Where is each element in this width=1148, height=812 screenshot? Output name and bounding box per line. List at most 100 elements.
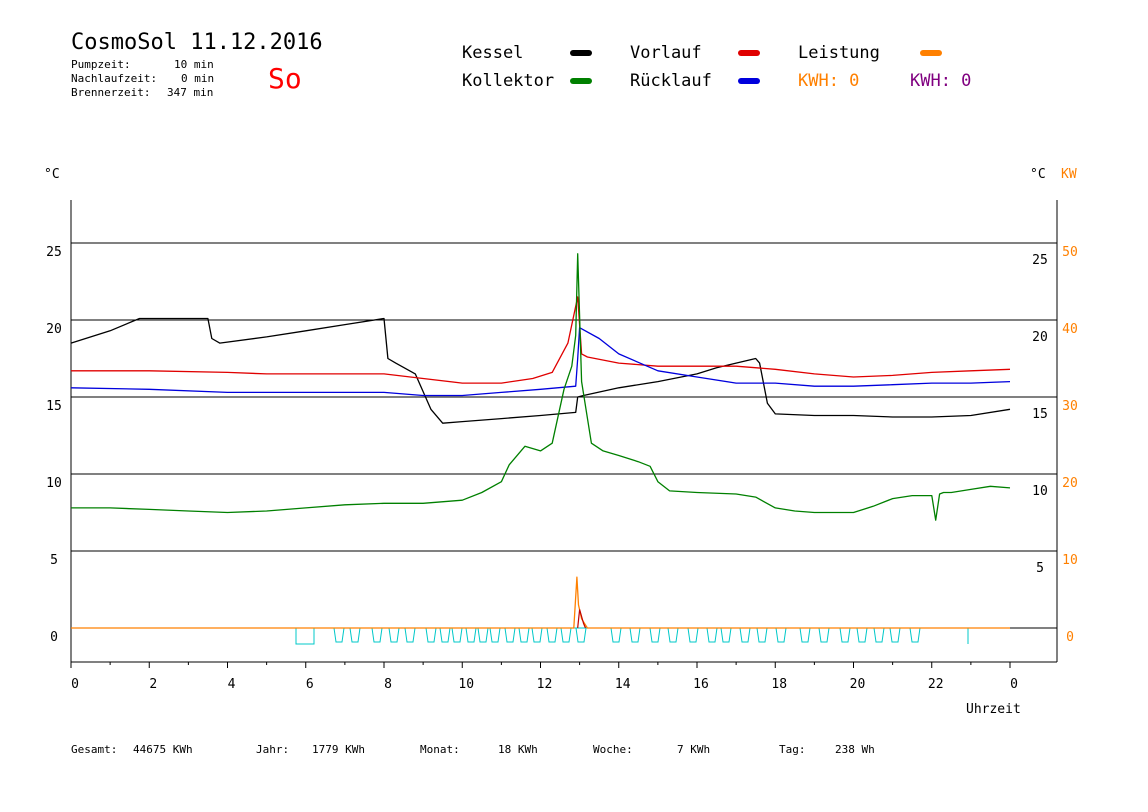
pump-pulse — [477, 627, 489, 643]
legend-kessel-swatch — [570, 50, 592, 56]
series-vorlauf — [71, 296, 1011, 384]
brennerzeit-value: 347 min — [167, 86, 214, 99]
pump-pulse — [465, 627, 477, 643]
x-tick-label: 12 — [537, 677, 553, 692]
left-axis-unit: °C — [44, 167, 60, 182]
y-kw-tick-label: 40 — [1062, 322, 1078, 337]
series-brenner-peak — [577, 609, 587, 629]
y-left-tick-label: 20 — [46, 322, 62, 337]
pump-pulse — [349, 627, 361, 643]
x-tick-label: 6 — [306, 677, 314, 692]
pump-pulse — [649, 627, 661, 643]
x-tick-label: 18 — [771, 677, 787, 692]
pump-pulse — [333, 627, 345, 643]
series-ruecklauf — [70, 327, 1011, 397]
pump-pulse — [775, 627, 787, 643]
y-right-tick-label: 15 — [1032, 407, 1048, 422]
y-right-tick-label: 10 — [1032, 484, 1048, 499]
pump-pulse — [518, 627, 530, 643]
y-kw-tick-label: 0 — [1066, 630, 1074, 645]
legend-kwh-orange: KWH: 0 — [798, 71, 860, 91]
pump-pulse — [818, 627, 830, 643]
pump-pulse — [531, 627, 543, 643]
x-tick-label: 22 — [928, 677, 944, 692]
series-kessel — [70, 317, 1011, 424]
pump-pulse — [706, 627, 718, 643]
y-left-tick-label: 15 — [46, 399, 62, 414]
footer-gesamt-label: Gesamt: — [71, 743, 118, 756]
footer-jahr-label: Jahr: — [256, 743, 290, 756]
pumpzeit-value: 10 min — [174, 58, 214, 71]
legend-ruecklauf: Rücklauf — [630, 71, 712, 91]
brennerzeit-label: Brennerzeit: — [71, 86, 151, 99]
legend-vorlauf: Vorlauf — [630, 43, 702, 63]
chart-title: CosmoSol 11.12.2016 — [71, 30, 323, 55]
footer-gesamt-value: 44675 KWh — [133, 743, 193, 756]
x-tick-label: 4 — [228, 677, 236, 692]
y-right-tick-label: 5 — [1036, 561, 1044, 576]
pump-pulse — [451, 627, 463, 643]
series-kollektor — [71, 253, 1011, 521]
pump-pulse — [546, 627, 558, 643]
footer-woche-value: 7 KWh — [677, 743, 711, 756]
x-tick-label: 14 — [615, 677, 631, 692]
pump-pulse — [425, 627, 437, 643]
pump-pulse — [839, 627, 851, 643]
pump-pulse — [856, 627, 868, 643]
legend-ruecklauf-swatch — [738, 78, 760, 84]
footer-monat-value: 18 KWh — [498, 743, 538, 756]
y-left-tick-label: 10 — [46, 476, 62, 491]
y-kw-tick-label: 10 — [1062, 553, 1078, 568]
footer-woche-label: Woche: — [593, 743, 633, 756]
right-kw-axis-unit: KW — [1061, 167, 1077, 182]
footer-tag-value: 238 Wh — [835, 743, 875, 756]
x-tick-label: 0 — [71, 677, 79, 692]
x-tick-label: 20 — [850, 677, 866, 692]
pump-pulse — [873, 627, 885, 643]
pump-pulse — [575, 627, 587, 643]
pump-pulse — [560, 627, 572, 643]
pump-pulse — [720, 627, 732, 643]
series-leistung — [71, 576, 1010, 629]
y-left-tick-label: 25 — [46, 245, 62, 260]
pump-pulse — [889, 627, 901, 643]
pump-pulse — [404, 627, 416, 643]
y-right-tick-label: 20 — [1032, 330, 1048, 345]
pump-pulse — [739, 627, 751, 643]
pumpzeit-label: Pumpzeit: — [71, 58, 131, 71]
right-axis-unit: °C — [1030, 167, 1046, 182]
pump-pulse — [489, 627, 501, 643]
x-tick-label: 8 — [384, 677, 392, 692]
footer-monat-label: Monat: — [420, 743, 460, 756]
pump-pulse — [439, 627, 451, 643]
y-left-tick-label: 0 — [50, 630, 58, 645]
legend-kwh-purple: KWH: 0 — [910, 71, 972, 91]
pump-pulse — [610, 627, 622, 643]
legend-kessel: Kessel — [462, 43, 524, 63]
pump-pulse — [504, 627, 516, 643]
nachlaufzeit-value: 0 min — [181, 72, 215, 85]
y-right-tick-label: 25 — [1032, 253, 1048, 268]
pump-pulse — [667, 627, 679, 643]
x-tick-label: 2 — [149, 677, 157, 692]
weekday-label: So — [268, 62, 302, 95]
pump-pulse — [756, 627, 768, 643]
pump-pulse — [909, 627, 921, 643]
legend-leistung-swatch — [920, 50, 942, 56]
footer-tag-label: Tag: — [779, 743, 806, 756]
x-tick-label: 16 — [693, 677, 709, 692]
legend-kollektor: Kollektor — [462, 71, 555, 91]
pump-block — [295, 627, 315, 645]
x-tick-label: 10 — [458, 677, 474, 692]
footer-jahr-value: 1779 KWh — [312, 743, 365, 756]
y-left-tick-label: 5 — [50, 553, 58, 568]
pump-pulse — [371, 627, 383, 643]
y-kw-tick-label: 50 — [1062, 245, 1078, 260]
x-axis-label: Uhrzeit — [966, 702, 1021, 717]
pump-pulse — [388, 627, 400, 643]
legend-vorlauf-swatch — [738, 50, 760, 56]
nachlaufzeit-label: Nachlaufzeit: — [71, 72, 158, 85]
pump-pulse — [629, 627, 641, 643]
x-tick-label: 0 — [1010, 677, 1018, 692]
